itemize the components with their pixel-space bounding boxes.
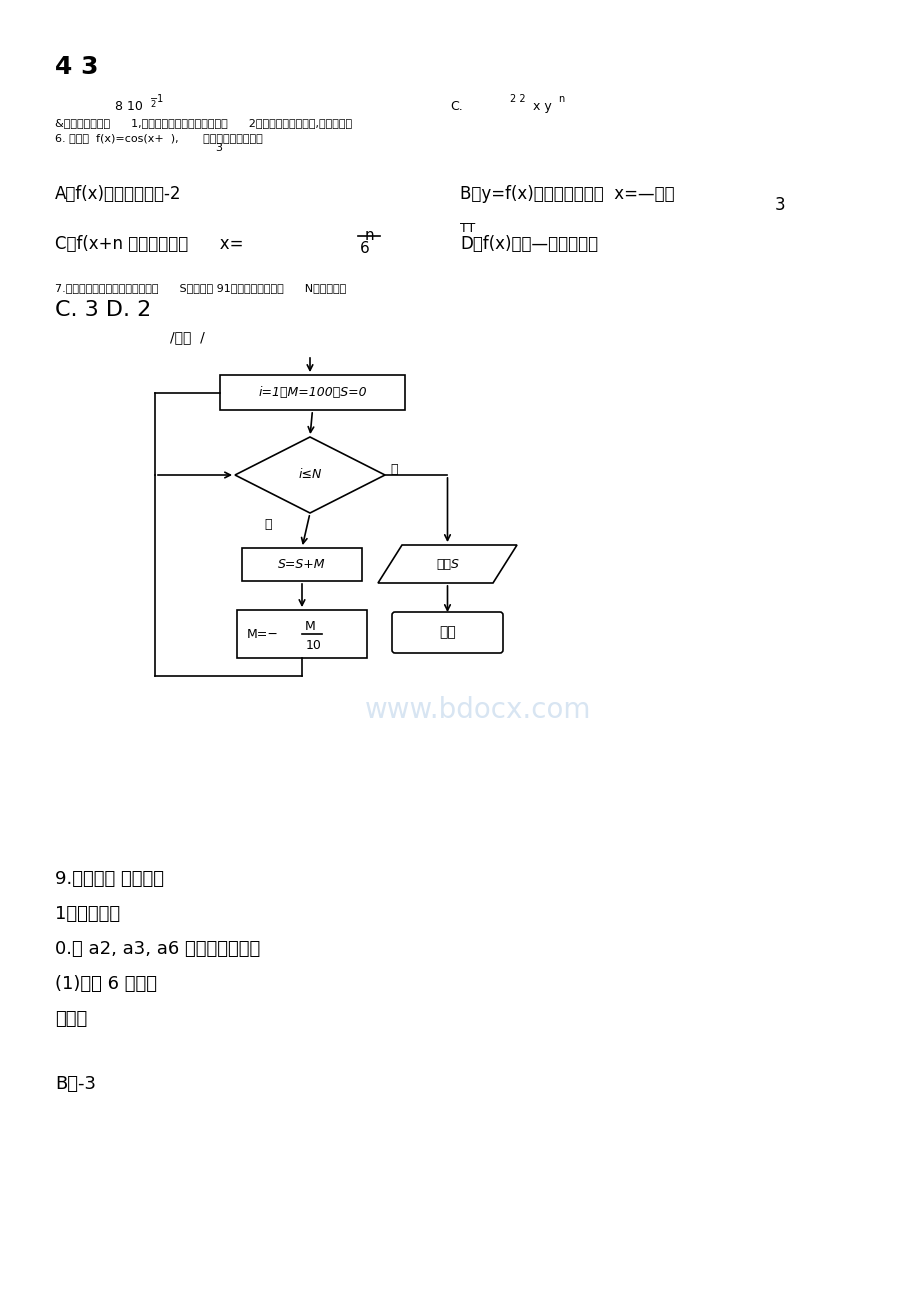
Text: n: n bbox=[558, 94, 563, 104]
Text: 4 3: 4 3 bbox=[55, 55, 98, 79]
Text: M=−: M=− bbox=[246, 628, 278, 641]
Text: 是: 是 bbox=[265, 518, 272, 531]
Text: B．-3: B．-3 bbox=[55, 1075, 96, 1092]
FancyBboxPatch shape bbox=[237, 611, 367, 658]
Text: x y: x y bbox=[532, 100, 551, 113]
Polygon shape bbox=[378, 546, 516, 583]
Text: 2: 2 bbox=[150, 100, 155, 109]
Text: 输出S: 输出S bbox=[436, 557, 459, 570]
Text: 1，公差不为: 1，公差不为 bbox=[55, 905, 120, 923]
FancyBboxPatch shape bbox=[220, 375, 404, 410]
Text: www.bdocx.com: www.bdocx.com bbox=[365, 695, 591, 724]
Text: 3: 3 bbox=[215, 143, 221, 154]
Text: 8 10: 8 10 bbox=[115, 100, 142, 113]
Text: 结束: 结束 bbox=[438, 625, 456, 639]
Text: TT: TT bbox=[460, 223, 475, 234]
Text: B．y=f(x)的图像关于直线  x=—对称: B．y=f(x)的图像关于直线 x=—对称 bbox=[460, 185, 674, 203]
Text: 体积为: 体积为 bbox=[55, 1010, 87, 1029]
FancyBboxPatch shape bbox=[242, 548, 361, 581]
Text: 2 2: 2 2 bbox=[509, 94, 525, 104]
Text: (1)贮前 6 项的和: (1)贮前 6 项的和 bbox=[55, 975, 157, 993]
Text: C.: C. bbox=[449, 100, 462, 113]
Text: 6: 6 bbox=[359, 241, 369, 256]
Text: /输心  /: /输心 / bbox=[170, 329, 205, 344]
Text: i≤N: i≤N bbox=[298, 469, 322, 482]
Text: M: M bbox=[305, 620, 315, 633]
Polygon shape bbox=[234, 437, 384, 513]
Text: 10: 10 bbox=[306, 639, 322, 652]
Text: 否: 否 bbox=[390, 464, 397, 477]
Text: C. 3 D. 2: C. 3 D. 2 bbox=[55, 299, 151, 320]
Text: S=S+M: S=S+M bbox=[278, 559, 325, 572]
Text: 3: 3 bbox=[774, 197, 785, 214]
Text: n: n bbox=[365, 228, 374, 243]
Text: C．f(x+n 的一个零点为      x=: C．f(x+n 的一个零点为 x= bbox=[55, 234, 244, 253]
Text: i=1，M=100，S=0: i=1，M=100，S=0 bbox=[258, 385, 367, 398]
Text: 7.执行下面的程序框图，为使输出      S的值小于 91，则输入的正整数      N的最小值为: 7.执行下面的程序框图，为使输出 S的值小于 91，则输入的正整数 N的最小值为 bbox=[55, 283, 346, 293]
Text: A．f(x)的一个周期为-2: A．f(x)的一个周期为-2 bbox=[55, 185, 181, 203]
FancyBboxPatch shape bbox=[391, 612, 503, 654]
Text: 9.等差数列 的首项为: 9.等差数列 的首项为 bbox=[55, 870, 164, 888]
Text: D．f(x)在（—，兀单调递: D．f(x)在（—，兀单调递 bbox=[460, 234, 597, 253]
Text: 0.若 a2, a3, a6 成等比数列，则: 0.若 a2, a3, a6 成等比数列，则 bbox=[55, 940, 260, 958]
Text: −1: −1 bbox=[150, 94, 165, 104]
Text: 6. 设函数  f(x)=cos(x+  ),       则下列结论错误的是: 6. 设函数 f(x)=cos(x+ ), 则下列结论错误的是 bbox=[55, 133, 263, 143]
Text: &已知圆柱的高为      1,它的两个底面的圆周在直径为      2的同一个球的球面上,则该圆柱的: &已知圆柱的高为 1,它的两个底面的圆周在直径为 2的同一个球的球面上,则该圆柱… bbox=[55, 118, 352, 128]
